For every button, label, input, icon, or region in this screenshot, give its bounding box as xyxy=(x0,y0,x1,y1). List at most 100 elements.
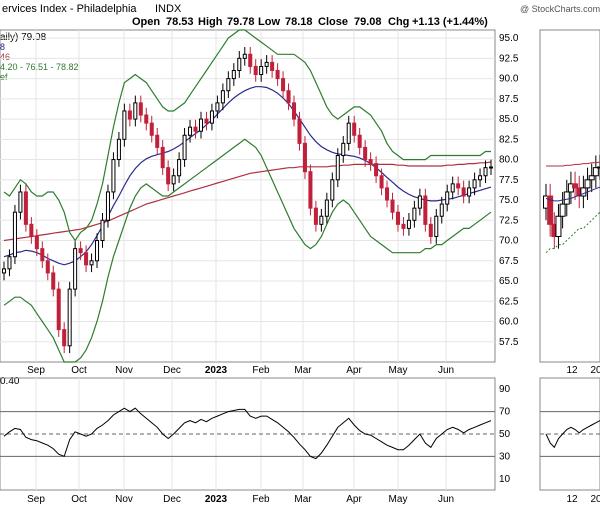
candle-body xyxy=(468,188,471,196)
candle-body xyxy=(85,253,88,265)
candle-body xyxy=(331,180,334,200)
price-x-tick-label: Sep xyxy=(27,365,45,376)
candle-body xyxy=(320,216,323,224)
candle-body xyxy=(123,111,126,139)
candle-body xyxy=(260,66,263,74)
candle-body xyxy=(199,119,202,131)
candle-body xyxy=(216,103,219,111)
candle-body xyxy=(57,289,60,329)
candle-body xyxy=(46,261,49,273)
candle-body xyxy=(396,212,399,224)
chart-title: ervices Index - Philadelphia xyxy=(2,3,137,15)
rsi-line xyxy=(4,408,491,458)
rsi-y-tick-label: 90 xyxy=(499,384,511,395)
rsi-x-tick-label: Nov xyxy=(115,494,133,505)
candle-body xyxy=(287,91,290,103)
rsi-x-tick-label: Jun xyxy=(438,494,454,505)
candle-body xyxy=(407,220,410,228)
rsi-x-tick-label: Dec xyxy=(163,494,181,505)
candle-body xyxy=(194,127,197,131)
candle-body xyxy=(128,111,131,119)
candle-body xyxy=(386,188,389,200)
right-price-x-tick-label: 20 xyxy=(590,365,600,376)
candle-body xyxy=(172,176,175,184)
price-y-tick-label: 82.5 xyxy=(499,134,519,145)
candle-body xyxy=(303,143,306,171)
watermark: @ StockCharts.com xyxy=(520,4,600,14)
candle-body xyxy=(276,70,279,78)
candle-body xyxy=(271,62,274,70)
candle-body xyxy=(446,192,449,204)
chg-label: Chg xyxy=(388,16,409,28)
candle-body xyxy=(221,91,224,103)
candle-body xyxy=(24,192,27,224)
candle-body xyxy=(282,79,285,91)
right-candle-body xyxy=(589,176,594,180)
price-x-tick-label: 2023 xyxy=(205,365,228,376)
candle-body xyxy=(96,241,99,261)
right-rsi-x-tick-label: 20 xyxy=(590,494,600,505)
high-value: 79.78 xyxy=(227,16,255,28)
price-y-tick-label: 60.0 xyxy=(499,317,519,328)
price-x-tick-label: Nov xyxy=(115,365,133,376)
candle-body xyxy=(440,204,443,216)
candle-body xyxy=(484,168,487,176)
candle-body xyxy=(364,147,367,159)
price-x-tick-label: Mar xyxy=(294,365,312,376)
candle-body xyxy=(156,135,159,147)
price-y-tick-label: 92.5 xyxy=(499,53,519,64)
candle-body xyxy=(183,135,186,159)
close-label: Close xyxy=(318,16,348,28)
legend-line-2: 8 xyxy=(0,42,5,52)
price-x-tick-label: Feb xyxy=(252,365,270,376)
candle-body xyxy=(298,119,301,143)
candle-body xyxy=(314,208,317,224)
candle-body xyxy=(90,261,93,265)
low-label: Low xyxy=(258,16,280,28)
candle-body xyxy=(292,103,295,119)
candle-body xyxy=(189,127,192,135)
candle-body xyxy=(227,79,230,91)
candle-body xyxy=(106,192,109,220)
price-x-tick-label: Jun xyxy=(438,365,454,376)
candle-body xyxy=(325,200,328,216)
candle-body xyxy=(369,160,372,164)
candle-body xyxy=(435,216,438,236)
right-candle-body xyxy=(564,192,569,204)
legend-line-3: 46 xyxy=(0,52,10,62)
price-y-tick-label: 85.0 xyxy=(499,114,519,125)
price-y-tick-label: 65.0 xyxy=(499,276,519,287)
price-y-tick-label: 77.5 xyxy=(499,175,519,186)
price-x-tick-label: May xyxy=(389,365,408,376)
rsi-x-tick-label: Sep xyxy=(27,494,45,505)
candle-body xyxy=(101,220,104,240)
candle-body xyxy=(375,164,378,176)
rsi-x-tick-label: May xyxy=(389,494,408,505)
low-value: 78.18 xyxy=(285,16,313,28)
rsi-x-tick-label: 2023 xyxy=(205,494,228,505)
candle-body xyxy=(336,156,339,180)
price-y-tick-label: 72.5 xyxy=(499,215,519,226)
candle-body xyxy=(489,167,492,168)
right-rsi-x-tick-label: 12 xyxy=(566,494,578,505)
price-y-tick-label: 75.0 xyxy=(499,195,519,206)
candle-body xyxy=(210,111,213,123)
rsi-x-tick-label: Mar xyxy=(294,494,312,505)
candle-body xyxy=(429,224,432,236)
candle-body xyxy=(380,176,383,188)
candle-body xyxy=(342,143,345,155)
candle-body xyxy=(353,123,356,135)
high-label: High xyxy=(198,16,223,28)
candle-body xyxy=(63,330,66,346)
candle-body xyxy=(30,224,33,236)
right-candle-body xyxy=(556,216,561,236)
candle-body xyxy=(145,115,148,123)
candle-body xyxy=(68,289,71,346)
rsi-y-tick-label: 50 xyxy=(499,429,511,440)
candle-body xyxy=(424,196,427,224)
candle-body xyxy=(358,135,361,147)
candle-body xyxy=(19,192,22,212)
candle-body xyxy=(243,54,246,58)
candle-body xyxy=(2,269,5,273)
candle-body xyxy=(161,147,164,167)
